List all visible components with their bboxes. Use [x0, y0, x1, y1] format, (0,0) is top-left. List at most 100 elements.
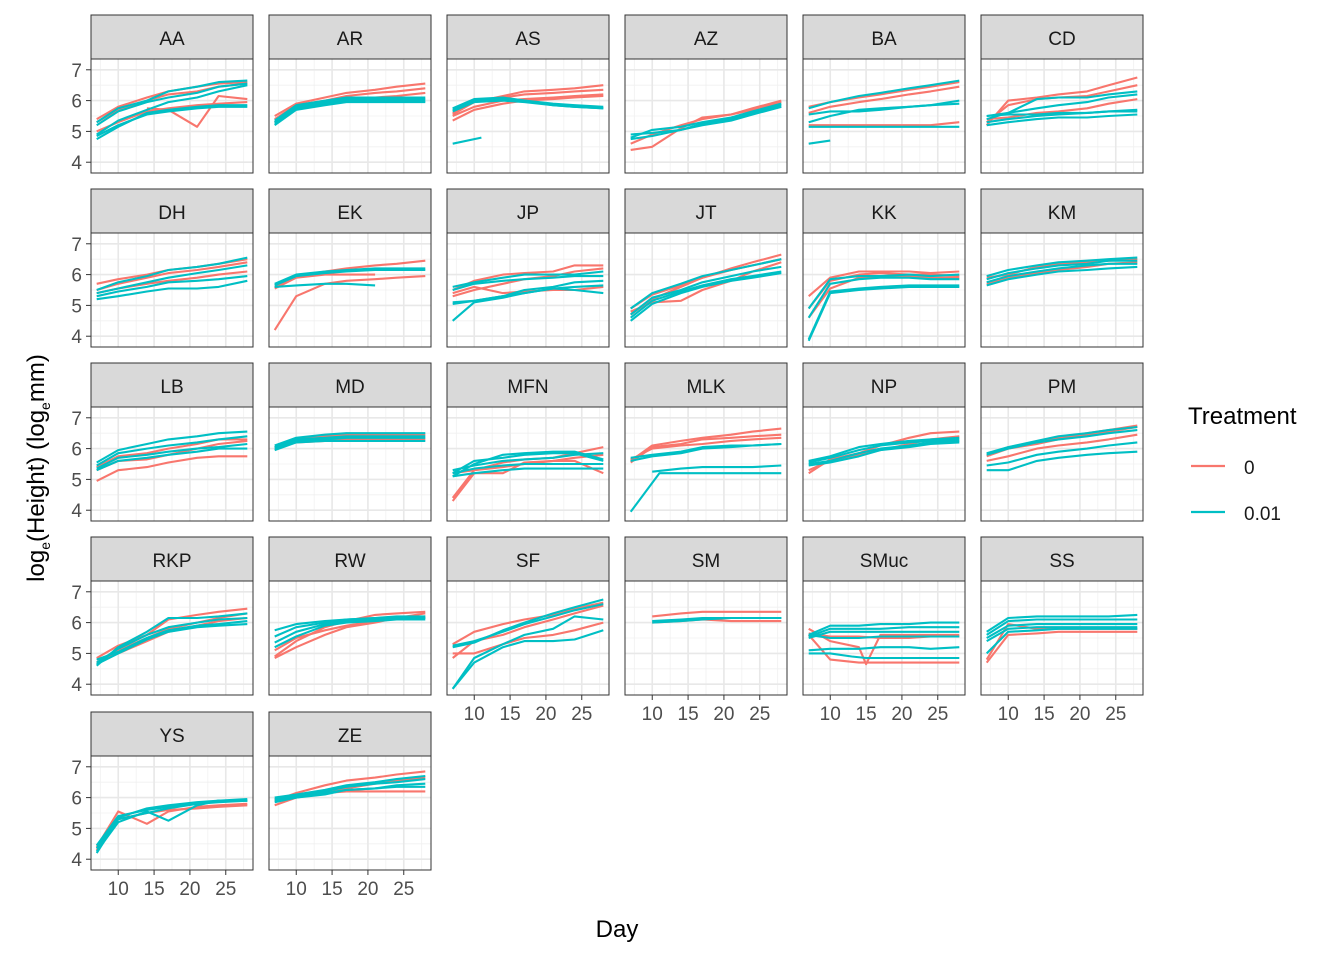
series-line-treatment-0: [274, 82, 426, 117]
facet-label: MLK: [686, 377, 725, 398]
panel-border: [268, 58, 432, 174]
series-line-treatment-0-01: [96, 279, 248, 301]
series-line-treatment-0-01: [274, 439, 426, 452]
y-tick-label: 7: [71, 758, 82, 779]
panel-border: [446, 406, 610, 522]
series-line-treatment-0-01: [629, 472, 782, 513]
x-tick-label: 15: [144, 879, 165, 900]
series-line-treatment-0: [452, 621, 604, 655]
y-axis-title: loge(Height) (logemm): [23, 354, 53, 582]
series-line-treatment-0: [985, 630, 1138, 664]
facet-panel-mfn: MFN: [446, 362, 610, 522]
facet-label: DH: [158, 203, 185, 224]
facet-panel-kk: KK: [802, 188, 966, 348]
facet-strip: [268, 14, 432, 60]
panel-border: [90, 755, 254, 871]
series-line-treatment-0-01: [96, 616, 248, 664]
x-tick-label: 10: [108, 879, 129, 900]
series-line-treatment-0-01: [986, 259, 1138, 281]
series-line-treatment-0-01: [986, 429, 1138, 456]
facet-panel-smuc: SMuc 10 15 20 25: [802, 536, 966, 725]
panel-border: [624, 406, 788, 522]
y-tick-label: 4: [71, 675, 82, 696]
x-tick-label: 10: [998, 704, 1019, 725]
facet-label: ZE: [338, 726, 362, 747]
facet-strip: [90, 536, 254, 582]
series-line-treatment-0-01: [652, 464, 782, 473]
x-tick-label: 25: [749, 704, 770, 725]
facet-panel-aa: AA 4 5 6 7: [71, 14, 254, 174]
legend-title: Treatment: [1188, 403, 1297, 430]
facet-strip: [802, 188, 966, 234]
facet-label: PM: [1048, 377, 1077, 398]
series-line-treatment-0-01: [452, 99, 604, 113]
x-tick-label: 15: [500, 704, 521, 725]
x-tick-label: 20: [179, 879, 200, 900]
series-line-treatment-0-01: [808, 633, 960, 640]
y-tick-label: 5: [71, 470, 82, 491]
series-line-treatment-0-01: [452, 279, 604, 305]
series-line-treatment-0-01: [96, 84, 248, 136]
series-line-treatment-0-01: [274, 615, 426, 638]
y-tick-label: 4: [71, 327, 82, 348]
series-line-treatment-0-01: [652, 616, 782, 624]
series-line-treatment-0-01: [452, 450, 604, 478]
facet-strip: [90, 711, 254, 757]
facet-strip: [802, 14, 966, 60]
series-line-treatment-0: [630, 101, 782, 145]
series-line-treatment-0-01: [986, 113, 1138, 127]
series-line-treatment-0-01: [807, 276, 960, 319]
series-line-treatment-0-01: [986, 256, 1138, 278]
series-line-treatment-0: [807, 634, 960, 664]
legend-label-0: 0: [1244, 458, 1255, 479]
series-line-treatment-0-01: [452, 270, 604, 288]
series-line-treatment-0-01: [986, 613, 1138, 633]
series-line-treatment-0-01: [808, 439, 960, 466]
y-tick-label: 7: [71, 235, 82, 256]
panel-border: [802, 232, 966, 348]
facet-label: JP: [517, 203, 539, 224]
series-line-treatment-0-01: [95, 799, 248, 847]
series-line-treatment-0-01: [452, 598, 604, 649]
facet-strip: [980, 362, 1144, 408]
facet-label: EK: [337, 203, 363, 224]
series-line-treatment-0: [630, 433, 782, 464]
facet-label: MFN: [507, 377, 548, 398]
y-tick-label: 4: [71, 153, 82, 174]
series-line-treatment-0-01: [452, 603, 604, 647]
series-line-treatment-0: [630, 427, 782, 462]
series-line-treatment-0-01: [630, 258, 782, 310]
series-line-treatment-0: [96, 101, 248, 133]
series-line-treatment-0-01: [986, 623, 1138, 639]
facet-panel-ys: YS 4 5 6 7 10 15 20 25: [71, 711, 254, 900]
series-line-treatment-0-01: [96, 620, 248, 661]
facet-panel-mlk: MLK: [624, 362, 788, 522]
panel-border: [268, 755, 432, 871]
facet-panel-sf: SF 10 15 20 25: [446, 536, 610, 725]
series-line-treatment-0-01: [274, 282, 376, 288]
facet-label: SS: [1049, 551, 1074, 572]
series-line-treatment-0-01: [807, 284, 960, 340]
series-line-treatment-0-01: [274, 101, 426, 127]
panel-border: [624, 580, 788, 696]
facet-panel-ar: AR: [268, 14, 432, 174]
facet-label: KM: [1048, 203, 1077, 224]
y-tick-label: 6: [71, 789, 82, 810]
panel-border: [268, 580, 432, 696]
series-line-treatment-0: [96, 455, 248, 482]
x-tick-label: 15: [322, 879, 343, 900]
panel-border: [802, 580, 966, 696]
series-line-treatment-0-01: [96, 430, 248, 464]
x-tick-label: 20: [535, 704, 556, 725]
facet-panels: AA 4 5 6 7 AR AS AZ BA CD DH 4 5 6 7 EK JP JT KK KM LB 4 5 6 7 MD…: [71, 14, 1144, 900]
x-tick-label: 25: [393, 879, 414, 900]
y-tick-label: 5: [71, 819, 82, 840]
series-line-treatment-0-01: [274, 268, 426, 287]
series-line-treatment-0: [808, 270, 960, 297]
facet-strip: [624, 536, 788, 582]
series-line-treatment-0-01: [96, 612, 248, 667]
facet-panel-dh: DH 4 5 6 7: [71, 188, 254, 348]
y-tick-label: 7: [71, 409, 82, 430]
series-line-treatment-0-01: [452, 467, 604, 478]
